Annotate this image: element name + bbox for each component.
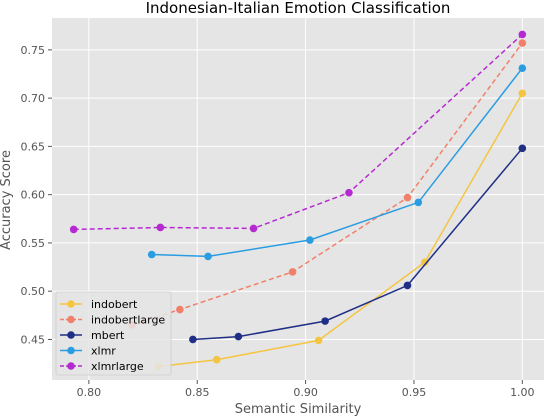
data-point-xlmr [306, 236, 314, 244]
x-tick-label: 0.80 [77, 386, 102, 399]
legend-item-indobert: indobert [60, 298, 138, 311]
x-tick-label: 0.90 [293, 386, 318, 399]
series-xlmr [147, 64, 527, 261]
y-tick-label: 0.60 [21, 189, 46, 202]
legend: indobert indobertlarge mbert xlmr xlmrlarge [55, 291, 172, 376]
data-point-xlmr [147, 250, 156, 259]
chart-title: Indonesian-Italian Emotion Classificatio… [146, 0, 451, 17]
legend-label: indobertlarge [91, 314, 165, 327]
y-tick-label: 0.55 [21, 237, 46, 250]
legend-label: xlmrlarge [91, 360, 144, 373]
x-tick-label: 1.00 [510, 386, 535, 399]
data-point-indobertlarge [288, 268, 297, 276]
data-point-xlmrlarge [518, 30, 527, 39]
y-tick-label: 0.75 [21, 44, 46, 57]
legend-item-xlmrlarge: xlmrlarge [60, 360, 144, 373]
data-point-mbert [518, 144, 527, 153]
data-point-xlmrlarge [345, 188, 353, 197]
data-point-xlmr [518, 64, 527, 72]
data-point-indobert [420, 258, 429, 267]
series-mbert [189, 144, 527, 344]
y-axis-label: Accuracy Score [0, 150, 14, 250]
data-point-mbert [403, 281, 412, 290]
legend-item-xlmr: xlmr [60, 345, 116, 358]
y-tick-label: 0.50 [21, 285, 46, 298]
legend-label: mbert [91, 329, 125, 342]
x-axis-label: Semantic Similarity [235, 402, 362, 416]
data-point-indobert [314, 336, 323, 345]
data-point-indobertlarge [518, 39, 527, 47]
data-point-mbert [189, 335, 197, 344]
legend-item-indobertlarge: indobertlarge [60, 314, 165, 327]
series-xlmrlarge [69, 30, 527, 234]
data-point-xlmr [204, 252, 212, 261]
data-point-xlmr [414, 198, 423, 207]
data-point-mbert [321, 317, 329, 325]
data-point-indobert [212, 355, 221, 364]
legend-label: xlmr [91, 345, 116, 358]
legend-marker [67, 346, 75, 355]
data-point-mbert [234, 332, 243, 341]
data-point-xlmrlarge [156, 223, 165, 232]
data-point-indobertlarge [176, 305, 184, 314]
y-tick-label: 0.70 [21, 92, 46, 105]
legend-item-mbert: mbert [60, 329, 125, 342]
x-tick-label: 0.95 [402, 386, 427, 399]
legend-marker [67, 315, 75, 324]
y-tick-label: 0.65 [21, 140, 46, 153]
data-point-xlmrlarge [249, 224, 258, 233]
y-tick-label: 0.45 [21, 333, 46, 346]
legend-marker [67, 362, 75, 370]
data-point-xlmrlarge [69, 225, 78, 234]
x-tick-label: 0.85 [185, 386, 210, 399]
legend-box [55, 291, 172, 376]
legend-marker [67, 331, 75, 339]
data-point-indobertlarge [403, 193, 412, 202]
legend-label: indobert [91, 298, 138, 311]
data-point-indobert [518, 89, 527, 98]
legend-marker [67, 300, 75, 308]
